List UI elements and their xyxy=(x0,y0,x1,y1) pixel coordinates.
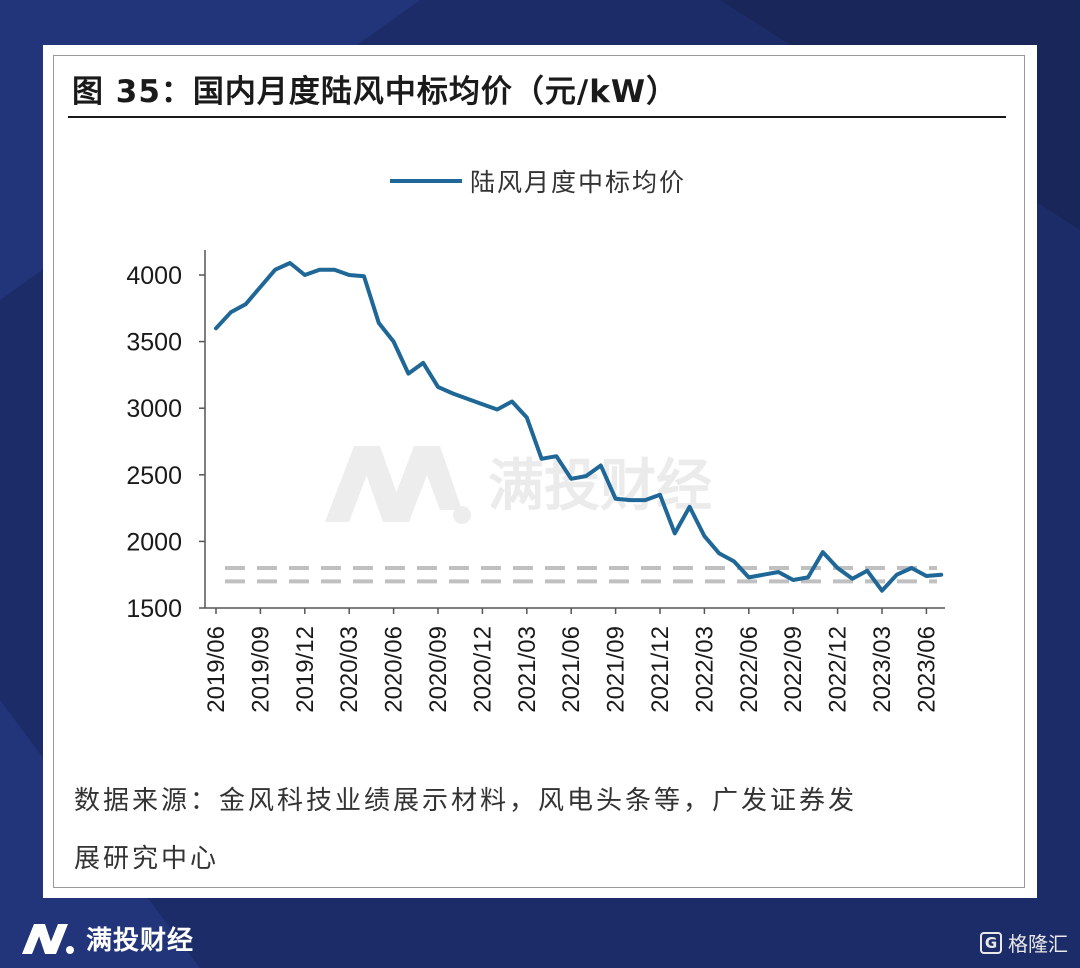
source-line-2: 展研究中心 xyxy=(74,844,220,874)
x-tick-label: 2021/03 xyxy=(514,626,541,713)
x-tick-label: 2020/09 xyxy=(425,626,452,713)
y-tick-label: 2500 xyxy=(126,462,182,490)
figure-card xyxy=(43,45,1037,898)
y-tick-label: 3500 xyxy=(126,329,182,357)
corner-watermark: G 格隆汇 xyxy=(980,928,1068,957)
x-tick-label: 2021/12 xyxy=(647,626,674,713)
x-tick-label: 2019/12 xyxy=(292,626,319,713)
footer-brand: 满投财经 xyxy=(22,920,194,957)
brand-logo-icon xyxy=(22,923,74,954)
y-tick-label: 3000 xyxy=(126,395,182,423)
x-tick-label: 2019/06 xyxy=(203,626,230,713)
x-tick-label: 2021/06 xyxy=(558,626,585,713)
y-tick-label: 2000 xyxy=(126,528,182,556)
x-tick-label: 2021/09 xyxy=(603,626,630,713)
corner-text: 格隆汇 xyxy=(1008,932,1068,956)
x-tick-label: 2019/09 xyxy=(247,626,274,713)
legend: 陆风月度中标均价 xyxy=(390,168,686,197)
x-tick-label: 2022/12 xyxy=(825,626,852,713)
figure-title: 图 35：国内月度陆风中标均价（元/kW） xyxy=(72,74,679,110)
x-tick-label: 2023/03 xyxy=(869,626,896,713)
figure-border xyxy=(53,55,1025,888)
x-tick-label: 2020/12 xyxy=(469,626,496,713)
gelonghui-logo-icon: G xyxy=(980,931,1002,954)
x-tick-label: 2023/06 xyxy=(913,626,940,713)
title-rule xyxy=(68,116,1006,118)
chart-axes: 1500 2000 2500 3000 3500 4000 2019/06 2019/09 20… xyxy=(126,250,945,713)
y-tick-label: 4000 xyxy=(126,262,182,290)
brand-name: 满投财经 xyxy=(86,926,195,956)
x-tick-label: 2022/09 xyxy=(780,626,807,713)
watermark-logo-icon xyxy=(325,446,471,524)
x-tick-label: 2022/03 xyxy=(691,626,718,713)
source-note: 数据来源：金风科技业绩展示材料，风电头条等，广发证券发 展研究中心 xyxy=(74,772,974,888)
source-line-1: 数据来源：金风科技业绩展示材料，风电头条等，广发证券发 xyxy=(74,786,858,816)
chart-series xyxy=(214,261,944,593)
y-tick-label: 1500 xyxy=(126,595,182,623)
series-line xyxy=(214,261,944,593)
watermark: 满投财经 xyxy=(325,446,712,524)
x-tick-label: 2020/03 xyxy=(336,626,363,713)
legend-label: 陆风月度中标均价 xyxy=(470,168,686,197)
reference-lines xyxy=(225,566,937,584)
x-tick-label: 2022/06 xyxy=(736,626,763,713)
x-tick-label: 2020/06 xyxy=(381,626,408,713)
